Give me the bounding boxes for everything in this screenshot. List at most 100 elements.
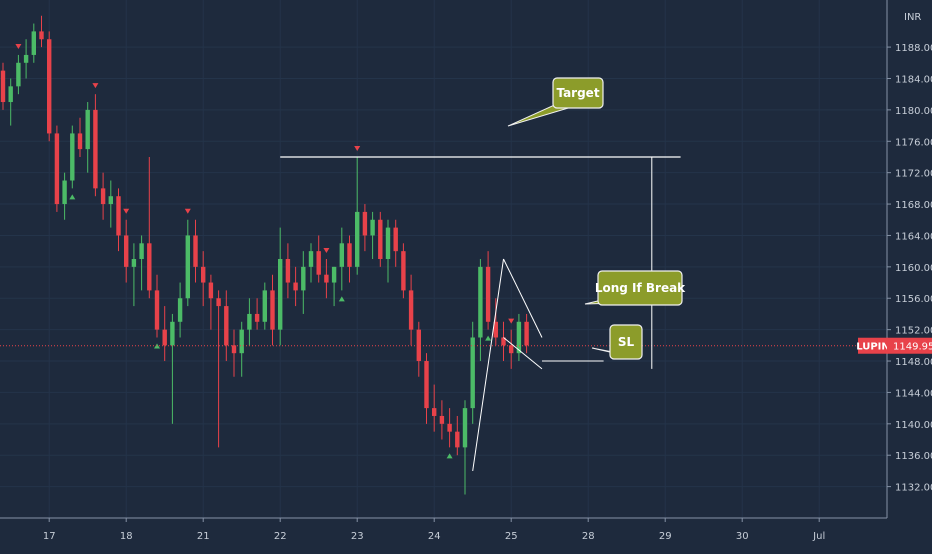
x-tick-label: 21 [197,531,210,542]
marker-down [508,318,515,324]
x-tick-label: Jul [812,531,825,542]
candle-body [524,321,529,346]
candle-body [293,282,298,291]
y-tick-label: 1148.00 [895,357,932,368]
candle-body [39,31,44,40]
candles [0,15,529,495]
candle-body [224,306,229,346]
candle-body [31,31,36,55]
y-tick-label: 1164.00 [895,231,932,242]
candle-body [193,235,198,267]
x-tick-label: 23 [351,531,364,542]
symbol-tag-box [858,337,888,354]
candle-body [416,329,421,362]
candle-body [216,298,221,307]
candle-body [247,313,252,330]
y-tick-label: 1136.00 [895,451,932,462]
candle-body [501,337,506,346]
x-tick-label: 17 [43,531,56,542]
y-tick-label: 1140.00 [895,420,932,431]
x-tick-label: 22 [274,531,287,542]
x-tick-label: 29 [659,531,672,542]
currency-label: INR [904,12,921,23]
candle-body [47,39,52,134]
candle-body [170,321,175,346]
candle-body [124,235,129,267]
marker-down [184,208,191,214]
candle-body [355,211,360,267]
callout-sl-box [609,324,643,360]
candle-body [154,290,160,330]
y-tick-label: 1180.00 [895,106,932,117]
candle-body [62,180,67,205]
candle-body [447,423,452,432]
rally-line [472,258,504,471]
candle-body [85,109,90,150]
candle-body [370,219,375,236]
candle-body [385,227,391,259]
candle-body [339,243,344,267]
symbol-tag: LUPIN [856,342,890,353]
x-tick-label: 25 [505,531,518,542]
candle-body [478,266,483,338]
candle-body [139,243,144,259]
y-tick-label: 1176.00 [895,137,932,148]
candle-body [208,282,214,299]
callout-sl-label: SL [618,335,635,349]
candle-body [270,290,275,330]
y-tick-label: 1172.00 [895,169,932,180]
marker-down [123,208,130,214]
candle-body [424,361,429,409]
y-tick-label: 1144.00 [895,388,932,399]
candle-body [278,259,283,330]
candle-body [439,415,445,424]
channel-upper [503,258,543,338]
candle-body [262,290,267,322]
marker-up [485,335,492,341]
candle-body [301,266,306,291]
candle-body [408,290,414,330]
candle-body [16,62,21,87]
last-price-tag-box [887,337,932,354]
marker-down [354,145,361,151]
candle-body [77,133,83,150]
candle-body [201,266,206,283]
x-tick-label: 30 [736,531,749,542]
y-axis-panel [887,0,932,550]
y-tick-label: 1156.00 [895,294,932,305]
marker-down [15,43,22,49]
callout-target-box [552,77,604,109]
candle-body [516,321,522,354]
candle-body [254,313,260,322]
marker-up [154,343,160,349]
candle-body [509,345,514,354]
callout-target: Target [507,77,604,127]
marker-up [338,296,345,302]
candle-body [23,54,29,63]
candle-body [308,251,314,267]
candle-body [131,259,137,267]
x-tick-label: 24 [428,531,441,542]
candle-body [108,196,113,205]
candle-body [470,337,475,409]
y-tick-label: 1132.00 [895,483,932,494]
marker-up [69,194,76,200]
candle-body [116,196,121,236]
callout-sl: SL [591,324,643,360]
x-tick-label: 18 [120,531,133,542]
x-axis-panel [0,518,932,550]
last-price-tag: 1149.95 [893,342,932,353]
candle-body [100,188,106,205]
candle-body [231,345,237,354]
candle-body [462,408,468,448]
marker-up [446,453,453,459]
x-tick-label: 28 [582,531,595,542]
candle-body [316,251,321,275]
callout-long-if-break-label: Long If Break [595,281,686,295]
candle-body [70,133,75,181]
callouts: Target Long If Break SL [507,77,686,360]
candle-body [93,109,98,189]
